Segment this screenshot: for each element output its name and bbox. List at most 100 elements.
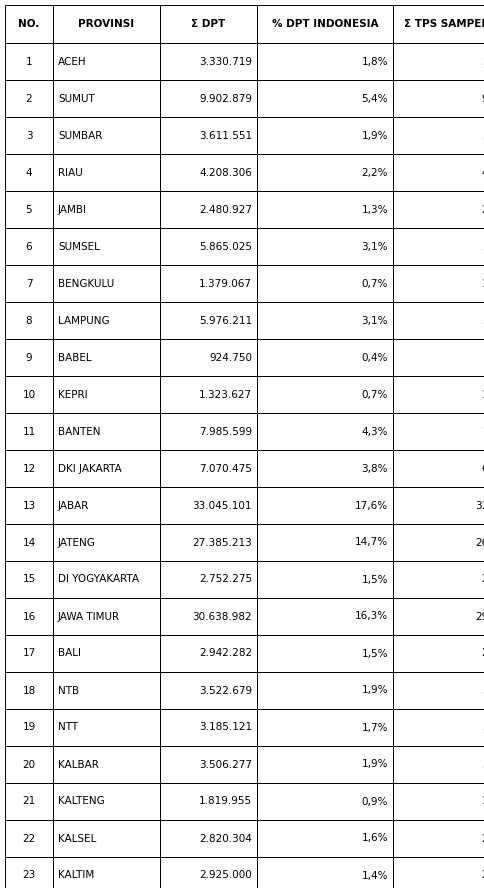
Text: 14,7%: 14,7% (354, 537, 387, 548)
Bar (53, 376, 160, 413)
Bar (53, 43, 160, 80)
Bar (257, 820, 392, 857)
Bar (53, 635, 160, 672)
Bar (257, 450, 392, 487)
Bar (53, 413, 160, 450)
Text: 22: 22 (22, 834, 35, 844)
Text: 35: 35 (481, 131, 484, 140)
Text: 1.379.067: 1.379.067 (198, 279, 252, 289)
Text: 2.820.304: 2.820.304 (199, 834, 252, 844)
Bar (53, 783, 160, 820)
Text: KALBAR: KALBAR (58, 759, 99, 770)
Bar (160, 598, 257, 635)
Bar (257, 524, 392, 561)
Text: NO.: NO. (18, 19, 40, 29)
Text: 1.819.955: 1.819.955 (198, 797, 252, 806)
Bar (53, 820, 160, 857)
Text: 924.750: 924.750 (209, 353, 252, 362)
Bar (160, 5, 257, 43)
Bar (160, 450, 257, 487)
Bar (5, 228, 53, 265)
Text: JAMBI: JAMBI (58, 204, 87, 215)
Text: SUMBAR: SUMBAR (58, 131, 102, 140)
Text: 1,5%: 1,5% (361, 648, 387, 659)
Bar (160, 376, 257, 413)
Bar (5, 80, 53, 117)
Text: % DPT INDONESIA: % DPT INDONESIA (271, 19, 378, 29)
Bar (392, 191, 484, 228)
Text: 0,4%: 0,4% (361, 353, 387, 362)
Bar (392, 302, 484, 339)
Text: 3,1%: 3,1% (361, 242, 387, 251)
Bar (392, 154, 484, 191)
Text: 13: 13 (481, 279, 484, 289)
Text: 12: 12 (22, 464, 35, 473)
Bar (53, 80, 160, 117)
Bar (257, 709, 392, 746)
Bar (160, 339, 257, 376)
Bar (53, 561, 160, 598)
Text: 26: 26 (481, 870, 484, 881)
Text: 16: 16 (481, 797, 484, 806)
Text: DKI JAKARTA: DKI JAKARTA (58, 464, 121, 473)
Text: 35: 35 (481, 759, 484, 770)
Text: 317: 317 (474, 501, 484, 511)
Text: 10: 10 (22, 390, 35, 400)
Text: 1,9%: 1,9% (361, 759, 387, 770)
Text: NTT: NTT (58, 723, 78, 733)
Text: 4.208.306: 4.208.306 (199, 168, 252, 178)
Bar (5, 413, 53, 450)
Bar (257, 635, 392, 672)
Text: LAMPUNG: LAMPUNG (58, 315, 109, 326)
Bar (392, 376, 484, 413)
Bar (392, 709, 484, 746)
Text: RIAU: RIAU (58, 168, 83, 178)
Text: 1,7%: 1,7% (361, 723, 387, 733)
Text: 34: 34 (481, 686, 484, 695)
Bar (160, 80, 257, 117)
Text: 265: 265 (474, 537, 484, 548)
Bar (5, 561, 53, 598)
Text: KALTENG: KALTENG (58, 797, 105, 806)
Bar (160, 191, 257, 228)
Bar (5, 598, 53, 635)
Bar (5, 302, 53, 339)
Text: JAWA TIMUR: JAWA TIMUR (58, 612, 120, 622)
Text: 3.185.121: 3.185.121 (198, 723, 252, 733)
Bar (257, 228, 392, 265)
Text: JATENG: JATENG (58, 537, 96, 548)
Bar (53, 302, 160, 339)
Bar (53, 709, 160, 746)
Text: 9: 9 (26, 353, 32, 362)
Bar (5, 635, 53, 672)
Text: 97: 97 (481, 93, 484, 104)
Bar (257, 302, 392, 339)
Text: 16,3%: 16,3% (354, 612, 387, 622)
Bar (392, 228, 484, 265)
Bar (53, 265, 160, 302)
Text: 5.865.025: 5.865.025 (198, 242, 252, 251)
Text: 21: 21 (22, 797, 35, 806)
Bar (392, 746, 484, 783)
Bar (392, 487, 484, 524)
Bar (5, 265, 53, 302)
Text: 27: 27 (481, 575, 484, 584)
Bar (5, 709, 53, 746)
Bar (160, 413, 257, 450)
Text: 30.638.982: 30.638.982 (192, 612, 252, 622)
Text: 11: 11 (22, 426, 35, 437)
Bar (257, 783, 392, 820)
Bar (5, 376, 53, 413)
Bar (392, 635, 484, 672)
Bar (53, 672, 160, 709)
Bar (5, 339, 53, 376)
Text: JABAR: JABAR (58, 501, 89, 511)
Text: 293: 293 (474, 612, 484, 622)
Bar (392, 43, 484, 80)
Text: 12: 12 (481, 390, 484, 400)
Bar (257, 746, 392, 783)
Bar (257, 339, 392, 376)
Bar (392, 598, 484, 635)
Bar (392, 117, 484, 154)
Text: 3.330.719: 3.330.719 (198, 57, 252, 67)
